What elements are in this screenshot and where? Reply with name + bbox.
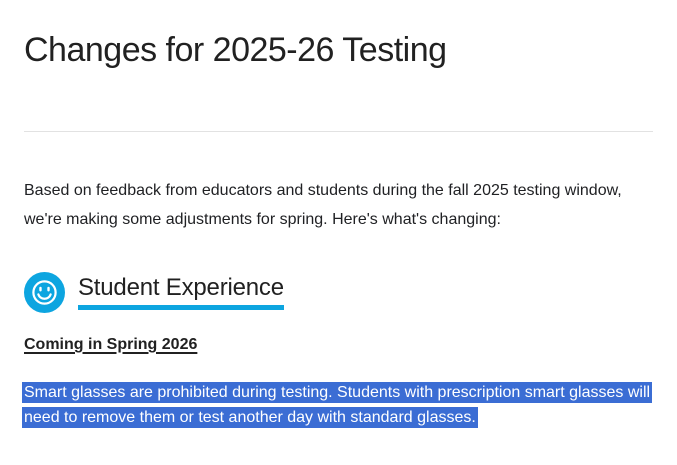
- subsection-heading: Coming in Spring 2026: [24, 335, 198, 353]
- article-page: Changes for 2025-26 Testing Based on fee…: [0, 30, 677, 430]
- divider: [24, 130, 653, 132]
- smiley-face-icon: [24, 271, 65, 313]
- section-header: Student Experience: [24, 271, 653, 313]
- selected-text[interactable]: Smart glasses are prohibited during test…: [22, 381, 653, 428]
- section-heading: Student Experience: [78, 274, 284, 310]
- body-paragraph: Smart glasses are prohibited during test…: [22, 380, 653, 430]
- intro-paragraph: Based on feedback from educators and stu…: [24, 181, 622, 228]
- page-title: Changes for 2025-26 Testing: [24, 31, 447, 69]
